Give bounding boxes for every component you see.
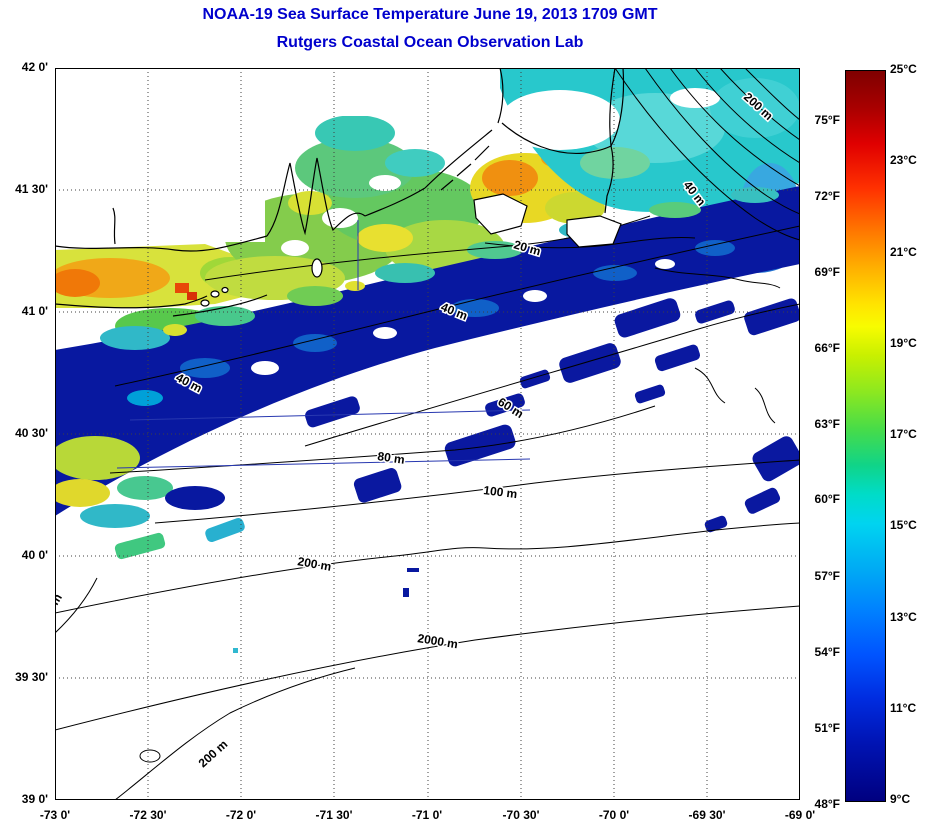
contour-label: 200 m: [296, 554, 332, 574]
sst-map-image: 200 m 40 m 20 m 40 m 40 m 60 m 80 m 100 …: [55, 68, 800, 800]
colorbar-c-label: 19°C: [890, 336, 917, 350]
colorbar-c-label: 13°C: [890, 610, 917, 624]
colorbar-c-label: 9°C: [890, 792, 911, 806]
colorbar-f-label: 75°F: [814, 113, 840, 127]
x-tick-label: -69 30': [688, 808, 726, 822]
contour-label: 200 m: [196, 737, 231, 770]
colorbar-f-label: 66°F: [814, 341, 840, 355]
colorbar-f-label: 54°F: [814, 645, 840, 659]
colorbar-f-label: 69°F: [814, 265, 840, 279]
coastline: [55, 68, 625, 317]
y-tick-label: 41 0': [21, 304, 48, 318]
colorbar-f-label: 57°F: [814, 569, 840, 583]
x-tick-label: -69 0': [784, 808, 816, 822]
y-tick-label: 39 0': [21, 792, 48, 806]
y-tick-label: 40 30': [15, 426, 48, 440]
x-tick-label: -70 30': [502, 808, 540, 822]
contour-label: m: [55, 591, 65, 607]
figure-title: NOAA-19 Sea Surface Temperature June 19,…: [202, 6, 658, 23]
colorbar-c-label: 25°C: [890, 62, 917, 76]
contour-label: 100 m: [483, 483, 518, 501]
figure-subtitle: Rutgers Coastal Ocean Observation Lab: [276, 34, 584, 51]
x-tick-label: -71 30': [315, 808, 353, 822]
bathymetry-contours: [55, 68, 800, 800]
colorbar-f-label: 60°F: [814, 492, 840, 506]
y-tick-label: 41 30': [15, 182, 48, 196]
land-mask: [55, 68, 620, 242]
x-tick-label: -73 0': [39, 808, 71, 822]
plot-border: [55, 68, 800, 800]
x-tick-label: -72 0': [225, 808, 257, 822]
transect-lines: [116, 220, 531, 469]
colorbar-f-label: 72°F: [814, 189, 840, 203]
y-tick-label: 40 0': [21, 548, 48, 562]
x-tick-label: -71 0': [411, 808, 443, 822]
colorbar-c-label: 11°C: [890, 701, 917, 715]
colorbar-c-label: 15°C: [890, 518, 917, 532]
colorbar-f-label: 63°F: [814, 417, 840, 431]
x-tick-label: -70 0': [598, 808, 630, 822]
colorbar-c-label: 21°C: [890, 245, 917, 259]
colorbar-f-label: 48°F: [814, 797, 840, 811]
y-tick-label: 42 0': [21, 60, 48, 74]
colorbar-gradient: [845, 70, 886, 802]
colorbar-c-label: 17°C: [890, 427, 917, 441]
colorbar-c-label: 23°C: [890, 153, 917, 167]
colorbar-f-label: 51°F: [814, 721, 840, 735]
x-tick-label: -72 30': [129, 808, 167, 822]
contour-label: 80 m: [377, 449, 406, 467]
map-plot: 200 m 40 m 20 m 40 m 40 m 60 m 80 m 100 …: [55, 68, 800, 800]
y-tick-label: 39 30': [15, 670, 48, 684]
